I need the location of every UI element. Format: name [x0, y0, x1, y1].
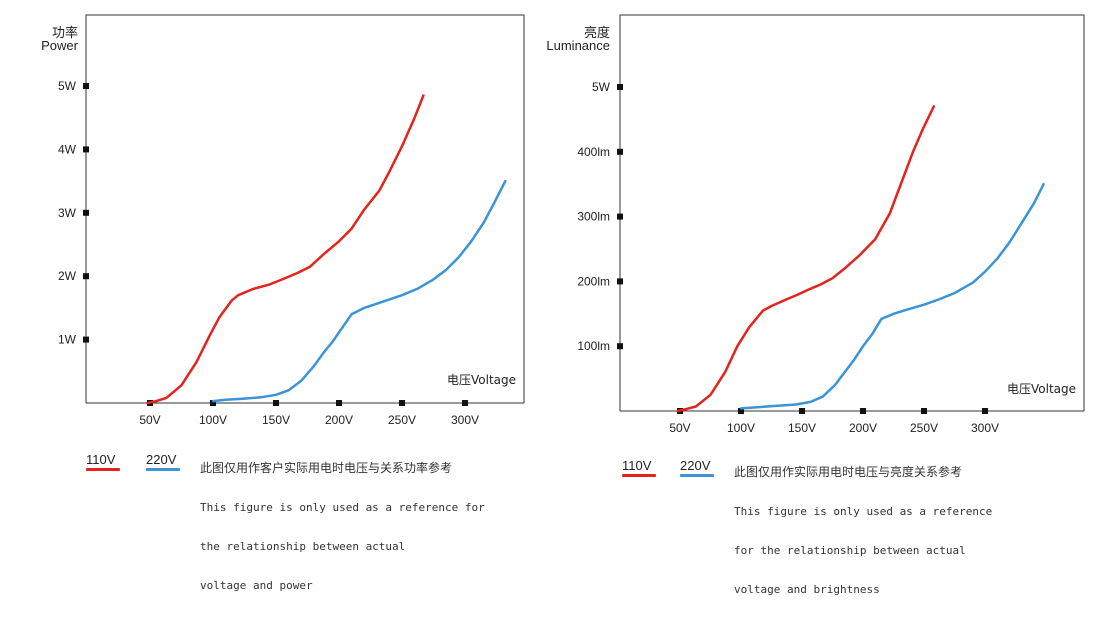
y-tick-marker [617, 148, 623, 155]
y-tick-marker [83, 209, 89, 216]
x-tick-label: 100V [199, 413, 227, 427]
plot-frame [85, 14, 525, 403]
x-axis-label: 电压Voltage [1007, 382, 1076, 396]
x-tick-label: 200V [849, 421, 877, 435]
luminance-note-en-1: This figure is only used as a reference [734, 505, 993, 518]
legend-220v-label: 220V [146, 452, 177, 467]
x-tick-label: 300V [971, 421, 999, 435]
y-tick-label: 1W [58, 333, 77, 347]
luminance-note-en-3: voltage and brightness [734, 583, 880, 596]
legend-220v-label: 220V [680, 458, 711, 473]
x-tick-marker [799, 408, 805, 414]
x-tick-marker [860, 408, 866, 414]
y-tick-label: 300lm [577, 210, 610, 224]
legend-110v-label: 110V [86, 452, 116, 467]
x-tick-marker [982, 408, 988, 414]
luminance-chart-panel: 亮度 Luminance 100lm 200lm 300lm 400lm 5W 50V 10… [540, 0, 1099, 596]
power-ylabel-en: Power [41, 38, 78, 53]
power-note: 此图仅用作客户实际用电时电压与关系功率参考 This figure is onl… [200, 436, 485, 618]
legend-110v-label: 110V [622, 458, 652, 473]
legend-220v-swatch [680, 474, 714, 477]
y-tick-label: 100lm [577, 339, 610, 353]
x-tick-marker [921, 408, 927, 414]
legend-110v-swatch [622, 474, 656, 477]
series-line-110v [146, 94, 425, 405]
plot-frame [619, 14, 1085, 411]
y-tick-marker [83, 83, 89, 89]
y-tick-marker [617, 84, 623, 90]
x-tick-label: 200V [325, 413, 353, 427]
x-tick-label: 300V [451, 413, 479, 427]
x-tick-marker [273, 400, 279, 406]
x-tick-marker [462, 400, 468, 406]
y-tick-label: 5W [592, 80, 611, 94]
legend-220v: 220V [680, 458, 710, 473]
y-tick-marker [83, 146, 89, 153]
x-tick-label: 100V [727, 421, 755, 435]
power-chart: 1W 2W 3W 4W 5W 50V 100V 150V 200V 250V 300V 电压Volta… [58, 14, 525, 427]
legend-220v-swatch [146, 468, 180, 471]
luminance-note-en-2: for the relationship between actual [734, 544, 966, 557]
luminance-note-cn: 此图仅用作实际用电时电压与亮度关系参考 [734, 465, 963, 479]
x-tick-label: 250V [388, 413, 416, 427]
x-tick-label: 50V [669, 421, 690, 435]
luminance-ylabel-cn: 亮度 [583, 25, 610, 40]
legend-110v-swatch [86, 468, 120, 471]
series-line-220v [739, 182, 1045, 410]
power-ylabel-cn: 功率 [51, 25, 78, 40]
power-note-en-3: voltage and power [200, 579, 313, 592]
legend-110v: 110V [622, 458, 651, 473]
y-tick-label: 400lm [577, 145, 610, 159]
legend-220v: 220V [146, 452, 176, 467]
power-chart-panel: 功率 Power 1W 2W 3W 4W 5W 50V 100V 150V 200V 250V 30… [0, 0, 540, 592]
x-axis-label: 电压Voltage [447, 373, 516, 387]
y-tick-marker [617, 278, 623, 285]
x-tick-marker [336, 400, 342, 406]
y-tick-label: 200lm [577, 274, 610, 288]
legend-110v: 110V [86, 452, 115, 467]
x-tick-marker [399, 400, 405, 406]
luminance-note: 此图仅用作实际用电时电压与亮度关系参考 This figure is only … [734, 440, 992, 622]
series-line-220v [211, 179, 507, 403]
x-tick-label: 50V [139, 413, 160, 427]
power-note-en-1: This figure is only used as a reference … [200, 501, 485, 514]
y-tick-label: 5W [58, 79, 77, 93]
luminance-ylabel-en: Luminance [546, 38, 610, 53]
x-tick-marker [210, 400, 216, 406]
y-tick-marker [83, 336, 89, 343]
luminance-chart: 100lm 200lm 300lm 400lm 5W 50V 100V 150V 200V 250… [577, 14, 1085, 435]
y-tick-marker [617, 343, 623, 350]
series-line-110v [676, 105, 936, 413]
x-tick-marker [738, 408, 744, 414]
y-tick-marker [617, 213, 623, 220]
x-tick-label: 150V [788, 421, 816, 435]
x-tick-label: 150V [262, 413, 290, 427]
x-tick-label: 250V [910, 421, 938, 435]
y-tick-label: 4W [58, 142, 77, 156]
y-tick-label: 3W [58, 206, 77, 220]
power-note-en-2: the relationship between actual [200, 540, 406, 553]
y-tick-marker [83, 273, 89, 280]
power-note-cn: 此图仅用作客户实际用电时电压与关系功率参考 [200, 461, 453, 475]
y-tick-label: 2W [58, 269, 77, 283]
